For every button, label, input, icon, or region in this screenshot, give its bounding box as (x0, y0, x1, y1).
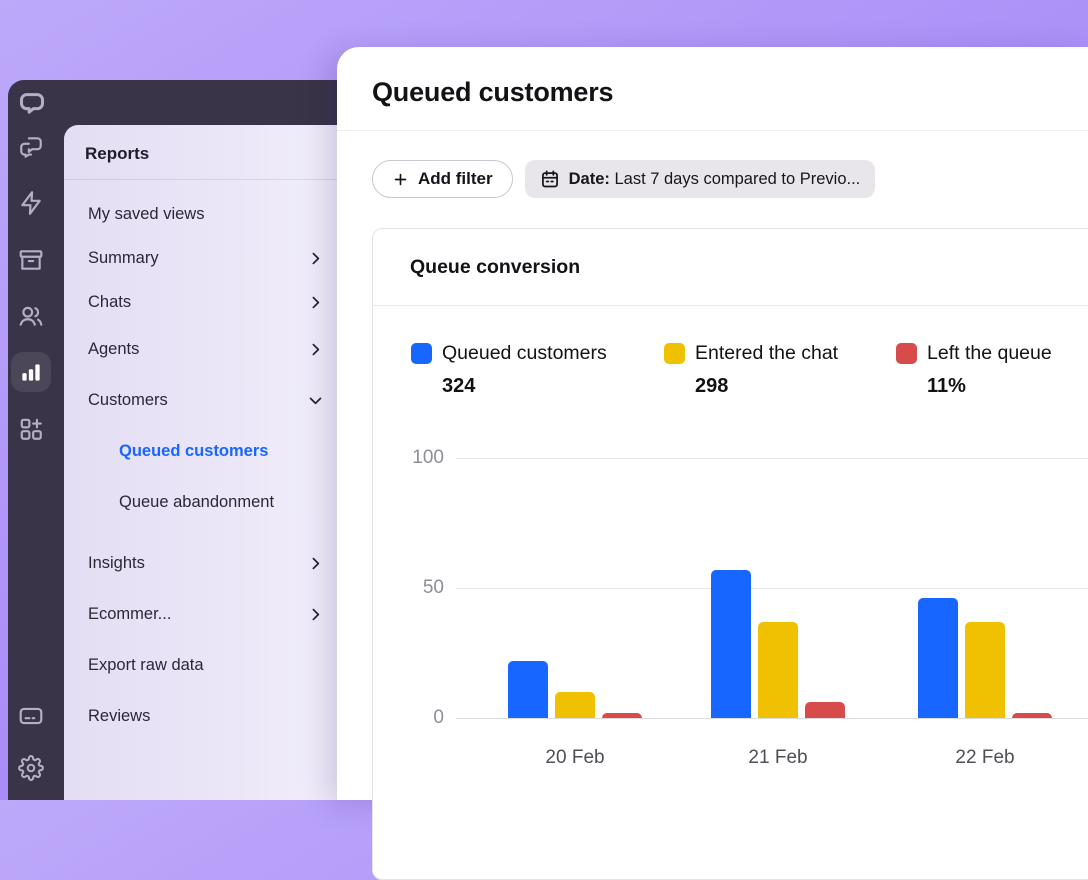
legend-swatch (664, 343, 685, 364)
x-axis-tick-21-feb: 21 Feb (748, 747, 808, 768)
x-axis-tick-20-feb: 20 Feb (545, 747, 605, 768)
legend-label: Entered the chat (695, 342, 839, 364)
y-axis-tick-50: 50 (422, 577, 444, 598)
sidebar-item-summary[interactable]: Summary (64, 236, 338, 280)
chats-icon[interactable] (18, 134, 44, 160)
archives-icon[interactable] (18, 247, 44, 273)
bar-group-20-feb (508, 458, 642, 718)
filter-bar: Add filter Date: Last 7 days compared to… (372, 160, 876, 198)
sidebar-item-label: Reviews (88, 707, 151, 725)
sidebar-item-my-saved-views[interactable]: My saved views (64, 192, 338, 236)
sidebar-item-label: Queued customers (119, 442, 269, 460)
bar-queued-customers-22-feb (918, 598, 958, 718)
sidebar-item-label: Customers (88, 391, 168, 409)
legend-label: Queued customers (442, 342, 607, 364)
sidebar-divider (64, 179, 338, 180)
legend-label: Left the queue (927, 342, 1052, 364)
gridline-50 (456, 588, 1088, 589)
reports-icon[interactable] (18, 359, 44, 385)
bar-queued-customers-20-feb (508, 660, 548, 718)
reports-sidebar: Reports My saved views Summary Chats Agents… (64, 125, 338, 800)
sidebar-item-label: Summary (88, 248, 159, 267)
sidebar-item-list: My saved views Summary Chats Agents Customer… (64, 180, 338, 742)
plus-icon (394, 173, 407, 185)
date-filter-chip[interactable]: Date: Last 7 days compared to Previo... (524, 160, 876, 198)
sidebar-item-insights[interactable]: Insights (64, 538, 338, 589)
team-icon[interactable] (18, 303, 44, 329)
bar-entered-the-chat-22-feb (965, 621, 1005, 718)
sidebar-item-customers[interactable]: Customers (64, 375, 338, 426)
legend-value: 324 (442, 375, 476, 397)
bar-left-the-queue-22-feb (1012, 712, 1052, 718)
gridline-100 (456, 458, 1088, 459)
chevron-right-icon (307, 294, 324, 311)
y-axis-tick-100: 100 (412, 447, 444, 468)
sidebar-item-chats[interactable]: Chats (64, 280, 338, 324)
sidebar-item-label: Ecommer... (88, 605, 172, 623)
bar-entered-the-chat-20-feb (555, 692, 595, 718)
legend-item-left-the-queue[interactable]: Left the queue 11% (896, 342, 1052, 398)
chevron-down-icon (307, 392, 324, 409)
sidebar-item-queue-abandonment[interactable]: Queue abandonment (64, 477, 338, 528)
automation-icon[interactable] (18, 190, 44, 216)
sidebar-item-label: Export raw data (88, 656, 204, 674)
gridline-0 (456, 718, 1088, 719)
card-divider (373, 305, 1088, 306)
y-axis-tick-0: 0 (433, 707, 444, 728)
x-axis-tick-22-feb: 22 Feb (955, 747, 1015, 768)
header-divider (337, 130, 1088, 131)
bar-chart: 100 50 0 20 Feb 21 Feb 22 Feb (412, 447, 1088, 768)
sidebar-item-label: Agents (88, 340, 140, 358)
bar-left-the-queue-21-feb (805, 702, 845, 718)
chevron-right-icon (307, 555, 324, 572)
add-filter-button[interactable]: Add filter (372, 160, 513, 198)
sidebar-item-export-raw-data[interactable]: Export raw data (64, 640, 338, 691)
sidebar-item-label: Queue abandonment (119, 493, 275, 511)
bar-group-21-feb (711, 458, 845, 718)
livechat-logo-icon[interactable] (18, 90, 46, 118)
date-filter-prefix: Date: (568, 169, 610, 188)
calendar-icon (541, 170, 558, 188)
bar-left-the-queue-20-feb (602, 712, 642, 718)
chevron-right-icon (307, 341, 324, 358)
add-filter-label: Add filter (418, 169, 493, 188)
sidebar-title: Reports (85, 144, 150, 163)
date-filter-text: Date: Last 7 days compared to Previo... (569, 170, 861, 189)
date-filter-value: Last 7 days compared to Previo... (614, 169, 861, 188)
sidebar-item-label: Insights (88, 554, 145, 572)
settings-icon[interactable] (18, 755, 44, 781)
legend-item-queued-customers[interactable]: Queued customers 324 (411, 342, 607, 398)
chevron-right-icon (307, 606, 324, 623)
billing-icon[interactable] (18, 703, 44, 729)
card-title: Queue conversion (410, 256, 581, 278)
legend-swatch (896, 343, 917, 364)
page-title: Queued customers (372, 77, 614, 107)
queue-conversion-card: Queue conversion Queued customers 324 En… (372, 228, 1088, 880)
legend-swatch (411, 343, 432, 364)
bar-group-22-feb (918, 458, 1052, 718)
sidebar-item-queued-customers[interactable]: Queued customers (64, 426, 338, 477)
legend-value: 11% (927, 375, 966, 397)
sidebar-item-agents[interactable]: Agents (64, 324, 338, 375)
sidebar-item-label: Chats (88, 292, 132, 311)
main-panel: Queued customers Add filter Date: Last 7… (337, 47, 1088, 880)
sidebar-item-label: My saved views (88, 204, 205, 223)
legend-value: 298 (695, 375, 729, 397)
bar-queued-customers-21-feb (711, 569, 751, 718)
legend-item-entered-the-chat[interactable]: Entered the chat 298 (664, 342, 838, 398)
sidebar-item-reviews[interactable]: Reviews (64, 691, 338, 742)
chevron-right-icon (307, 250, 324, 267)
bar-entered-the-chat-21-feb (758, 621, 798, 718)
sidebar-item-ecommer[interactable]: Ecommer... (64, 589, 338, 640)
apps-icon[interactable] (18, 416, 44, 442)
